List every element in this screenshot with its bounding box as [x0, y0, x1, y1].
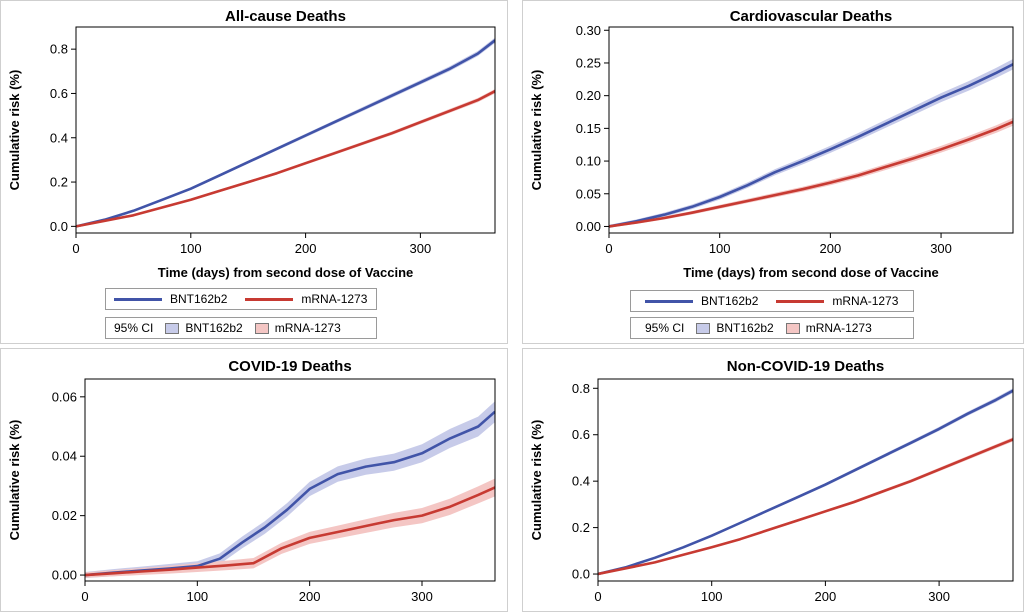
x-tick-label: 100: [180, 241, 202, 256]
y-axis-label: Cumulative risk (%): [7, 420, 22, 541]
x-tick-label: 0: [72, 241, 79, 256]
y-tick-label: 0.8: [50, 42, 68, 57]
y-tick-label: 0.02: [52, 508, 77, 523]
plot-frame: [75, 26, 496, 234]
x-tick-label: 0: [605, 241, 612, 256]
y-axis-label: Cumulative risk (%): [529, 70, 544, 191]
legend-ci-bnt-label: BNT162b2: [716, 321, 774, 335]
y-tick-label: 0.04: [52, 449, 77, 464]
x-tick-label: 200: [295, 241, 317, 256]
x-axis-label: Time (days) from second dose of Vaccine: [158, 265, 414, 280]
y-axis-label: Cumulative risk (%): [7, 70, 22, 191]
legend-ci-mrna-label: mRNA-1273: [274, 321, 341, 335]
chart-title: COVID-19 Deaths: [228, 358, 351, 375]
legend-mrna-label: mRNA-1273: [832, 294, 899, 308]
panel-all-cause: All-cause Deaths 0.0 0.2 0.4 0.6 0.8 0 100 200 30…: [0, 0, 508, 344]
y-tick-label: 0.4: [50, 130, 68, 145]
series-line-bnt162b2: [76, 39, 495, 228]
legend-mrna-label: mRNA-1273: [301, 292, 368, 306]
panel-covid: COVID-19 Deaths 0.00 0.02 0.04 0.06 0 100 200 30…: [0, 348, 508, 612]
x-tick-label: 200: [299, 589, 321, 604]
legend-ci-mrna-swatch: [254, 322, 269, 334]
legend-bnt-line-swatch: [645, 299, 693, 303]
series-line-mrna-1273: [609, 120, 1013, 228]
y-tick-label: 0.05: [576, 186, 601, 201]
x-tick-label: 100: [709, 241, 731, 256]
y-tick-label: 0.20: [576, 88, 601, 103]
plot-frame: [608, 26, 1014, 234]
chart-title: Non-COVID-19 Deaths: [727, 358, 885, 375]
series-line-mrna-1273: [76, 90, 495, 228]
y-tick-label: 0.2: [50, 175, 68, 190]
chart-non-covid: Non-COVID-19 Deaths 0.0 0.2 0.4 0.6 0.8 0 100 20…: [529, 358, 1014, 604]
legend-mrna-line-swatch: [245, 297, 294, 301]
series-line-bnt162b2: [609, 63, 1013, 228]
ci-band-bnt162b2: [598, 388, 1013, 575]
y-tick-label: 0.10: [576, 154, 601, 169]
y-tick-label: 0.15: [576, 121, 601, 136]
legend-ci-label: 95% CI: [645, 321, 685, 335]
legend-ci-bnt-swatch: [165, 322, 180, 334]
series-line-mrna-1273: [85, 486, 495, 577]
chart-cardiovascular: Cardiovascular Deaths 0.00 0.05 0.10 0.15 0.2…: [529, 8, 1014, 280]
x-tick-label: 300: [930, 241, 952, 256]
ci-band-mrna-1273: [85, 478, 495, 578]
legend-mrna-line-swatch: [776, 299, 825, 303]
chart-title: All-cause Deaths: [225, 8, 346, 25]
y-tick-label: 0.6: [50, 86, 68, 101]
legend-bnt-line-swatch: [114, 297, 162, 301]
x-tick-label: 0: [81, 589, 88, 604]
ci-band-bnt162b2: [85, 401, 495, 579]
chart-title: Cardiovascular Deaths: [730, 8, 893, 25]
y-tick-label: 0.00: [52, 568, 77, 583]
chart-all-cause: All-cause Deaths 0.0 0.2 0.4 0.6 0.8 0 100 200 30…: [7, 8, 496, 280]
y-tick-label: 0.4: [572, 474, 590, 489]
y-tick-label: 0.6: [572, 427, 590, 442]
legend-series: BNT162b2 mRNA-1273: [630, 290, 914, 312]
legend-series: BNT162b2 mRNA-1273: [105, 288, 377, 310]
series-line-mrna-1273: [598, 438, 1013, 576]
x-tick-label: 100: [186, 589, 208, 604]
y-tick-label: 0.25: [576, 55, 601, 70]
ci-band-bnt162b2: [76, 37, 495, 228]
x-tick-label: 200: [815, 589, 837, 604]
legend-ci-bnt-label: BNT162b2: [185, 321, 243, 335]
x-tick-label: 300: [410, 241, 432, 256]
legend-ci-label: 95% CI: [114, 321, 154, 335]
x-axis-label: Time (days) from second dose of Vaccine: [683, 265, 939, 280]
x-tick-label: 100: [701, 589, 723, 604]
y-tick-label: 0.0: [50, 219, 68, 234]
legend-ci-mrna-swatch: [785, 322, 800, 334]
chart-covid: COVID-19 Deaths 0.00 0.02 0.04 0.06 0 100 200 30…: [7, 358, 496, 604]
ci-band-mrna-1273: [76, 89, 495, 228]
plot-frame: [597, 378, 1014, 582]
y-tick-label: 0.30: [576, 23, 601, 38]
series-line-bnt162b2: [598, 389, 1013, 576]
legend-ci: 95% CI BNT162b2 mRNA-1273: [105, 317, 377, 339]
plot-frame: [84, 378, 496, 582]
x-tick-label: 200: [820, 241, 842, 256]
y-tick-label: 0.06: [52, 389, 77, 404]
x-tick-label: 0: [594, 589, 601, 604]
legend-bnt-label: BNT162b2: [170, 292, 228, 306]
x-tick-label: 300: [928, 589, 950, 604]
x-tick-label: 300: [411, 589, 433, 604]
y-tick-label: 0.8: [572, 381, 590, 396]
legend-ci-mrna-label: mRNA-1273: [805, 321, 872, 335]
legend-bnt-label: BNT162b2: [701, 294, 759, 308]
legend-ci: 95% CI BNT162b2 mRNA-1273: [630, 317, 914, 339]
panel-non-covid: Non-COVID-19 Deaths 0.0 0.2 0.4 0.6 0.8 0 100 20…: [522, 348, 1024, 612]
y-tick-label: 0.00: [576, 219, 601, 234]
panel-cardiovascular: Cardiovascular Deaths 0.00 0.05 0.10 0.15 0.2…: [522, 0, 1024, 344]
legend-ci-bnt-swatch: [696, 322, 711, 334]
y-axis-label: Cumulative risk (%): [529, 420, 544, 541]
y-tick-label: 0.0: [572, 567, 590, 582]
y-tick-label: 0.2: [572, 520, 590, 535]
ci-band-mrna-1273: [598, 437, 1013, 575]
